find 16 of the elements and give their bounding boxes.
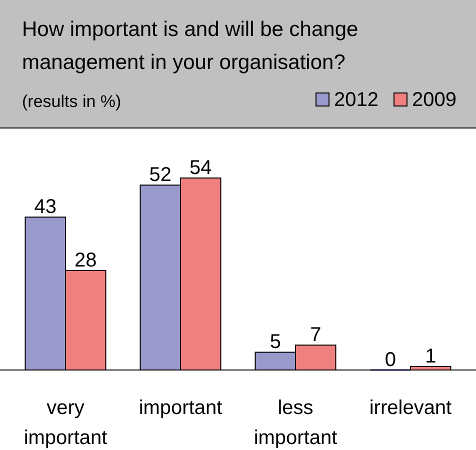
x-tick-label: irrelevant — [369, 397, 452, 419]
chart-title: How important is and will be change management in your organisation? — [22, 18, 358, 74]
legend-label: 2012 — [334, 89, 378, 111]
data-label: 0 — [384, 349, 396, 371]
x-tick-label: important — [138, 397, 223, 419]
chart-subtitle: (results in %) — [22, 92, 122, 111]
x-tick-label: very important — [24, 397, 108, 449]
legend-label: 2009 — [412, 89, 456, 111]
data-label: 1 — [425, 345, 436, 368]
data-label: 5 — [270, 331, 281, 354]
data-label: 43 — [34, 196, 56, 218]
x-tick-label: less important — [254, 397, 338, 449]
data-label: 54 — [190, 157, 212, 179]
data-label: 52 — [149, 164, 172, 186]
data-label: 28 — [74, 249, 97, 272]
data-label: 7 — [310, 324, 322, 346]
